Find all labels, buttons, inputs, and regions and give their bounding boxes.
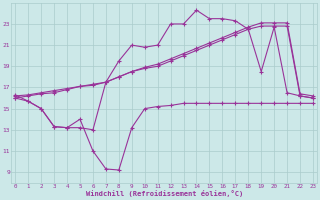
X-axis label: Windchill (Refroidissement éolien,°C): Windchill (Refroidissement éolien,°C) <box>85 190 243 197</box>
